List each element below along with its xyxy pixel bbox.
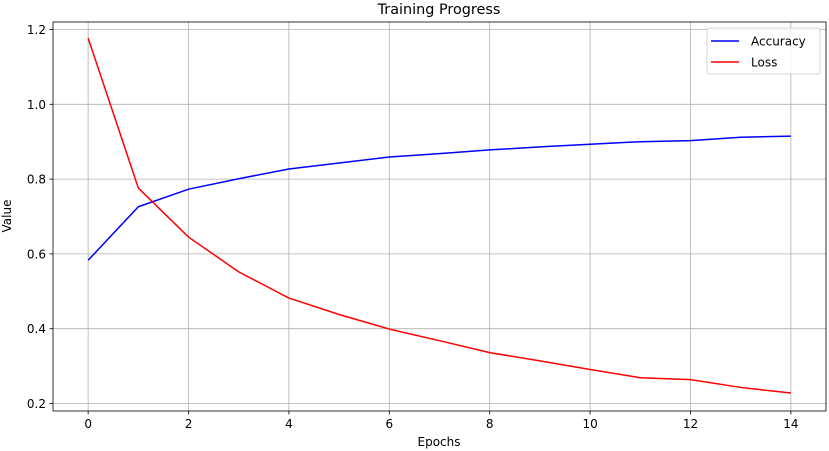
x-tick-label: 8 xyxy=(486,417,494,431)
legend: Accuracy Loss xyxy=(706,27,821,75)
y-tick-label: 0.2 xyxy=(27,397,46,411)
x-axis-label: Epochs xyxy=(418,435,461,449)
y-tick-label: 0.4 xyxy=(27,322,46,336)
y-tick-label: 1.2 xyxy=(27,23,46,37)
grid-layer xyxy=(53,22,826,411)
series-line-loss xyxy=(87,37,791,394)
plot-area-frame xyxy=(52,21,827,412)
x-tick-label: 2 xyxy=(185,417,193,431)
series-line-accuracy xyxy=(87,135,791,261)
legend-label-accuracy: Accuracy xyxy=(751,35,806,49)
tick-layer: 0 2 4 6 8 10 12 14 0.2 0.4 0.6 0.8 1.0 1.2 xyxy=(27,23,799,431)
x-tick-label: 0 xyxy=(84,417,92,431)
x-tick-label: 12 xyxy=(683,417,698,431)
x-tick-label: 6 xyxy=(385,417,393,431)
legend-label-loss: Loss xyxy=(751,56,777,70)
y-axis-label: Value xyxy=(0,200,14,233)
y-tick-label: 1.0 xyxy=(27,98,46,112)
x-tick-label: 4 xyxy=(285,417,293,431)
y-tick-label: 0.8 xyxy=(27,173,46,187)
series-layer xyxy=(87,37,791,394)
chart-title: Training Progress xyxy=(377,2,501,18)
y-tick-label: 0.6 xyxy=(27,247,46,261)
x-tick-label: 14 xyxy=(783,417,798,431)
x-tick-label: 10 xyxy=(582,417,597,431)
